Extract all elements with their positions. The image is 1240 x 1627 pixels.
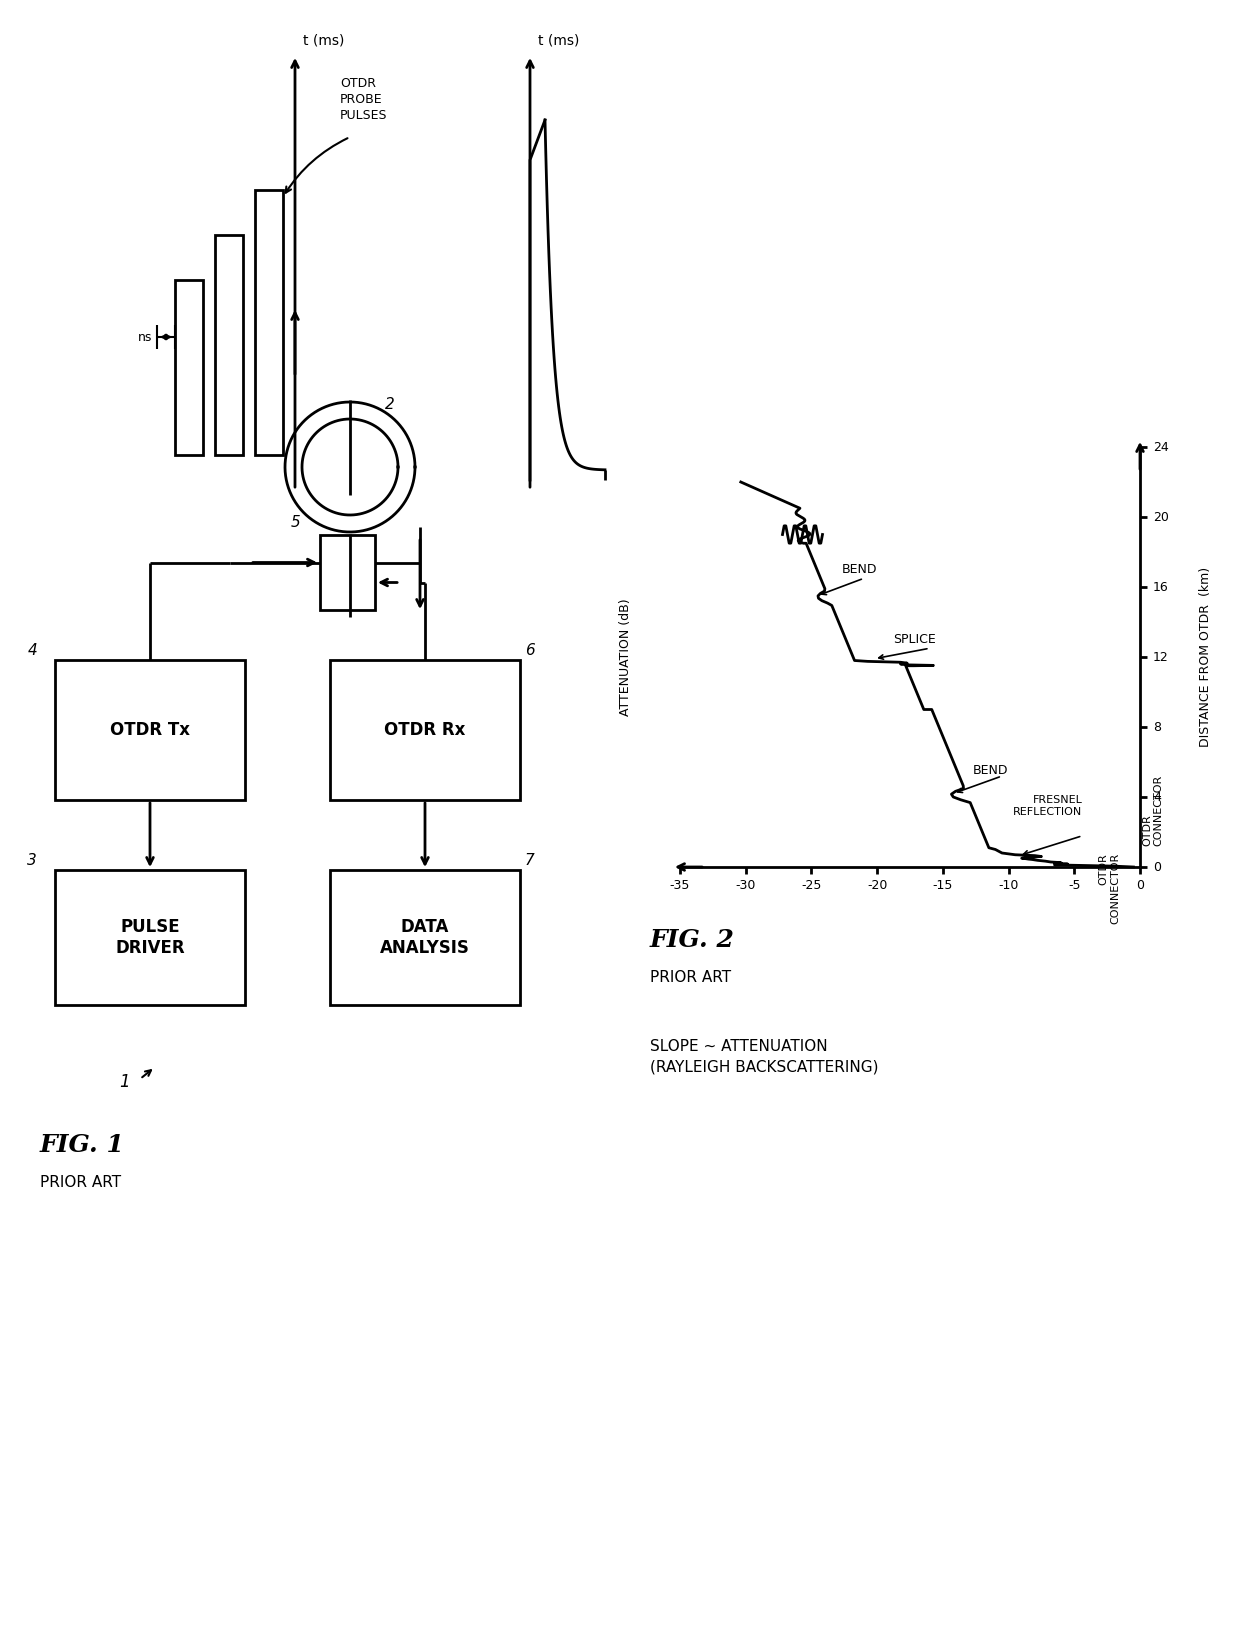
Text: FIG. 2: FIG. 2 [650,927,735,952]
Bar [215,234,243,456]
Bar [330,661,520,800]
Text: FIG. 1: FIG. 1 [40,1132,125,1157]
Text: OTDR Rx: OTDR Rx [384,721,466,739]
Text: 3: 3 [27,853,37,867]
Text: BEND: BEND [842,563,877,576]
Text: ns: ns [138,330,153,343]
Bar [255,190,283,456]
Text: -35: -35 [670,879,691,892]
Text: 20: 20 [1153,511,1169,524]
Text: 2: 2 [384,397,394,412]
Text: SLOPE ~ ATTENUATION
(RAYLEIGH BACKSCATTERING): SLOPE ~ ATTENUATION (RAYLEIGH BACKSCATTE… [650,1040,878,1075]
Text: PULSE
DRIVER: PULSE DRIVER [115,918,185,957]
Text: SPLICE: SPLICE [894,633,936,646]
Text: OTDR Tx: OTDR Tx [110,721,190,739]
Text: 4: 4 [1153,791,1161,804]
Text: -30: -30 [735,879,756,892]
Text: BEND: BEND [973,765,1008,778]
Text: OTDR
CONNECTOR: OTDR CONNECTOR [1099,853,1120,924]
Text: 7: 7 [525,853,534,867]
Text: t (ms): t (ms) [303,33,345,47]
Text: -5: -5 [1068,879,1080,892]
Text: 8: 8 [1153,721,1161,734]
Text: DISTANCE FROM OTDR  (km): DISTANCE FROM OTDR (km) [1199,566,1211,747]
Text: 1: 1 [120,1072,130,1092]
Text: -15: -15 [932,879,954,892]
Text: 0: 0 [1136,879,1145,892]
Text: t (ms): t (ms) [538,33,579,47]
Text: PRIOR ART: PRIOR ART [650,970,732,984]
Text: 12: 12 [1153,651,1169,664]
Text: 5: 5 [290,516,300,530]
Text: -25: -25 [801,879,822,892]
Bar [330,870,520,1005]
Text: -10: -10 [998,879,1019,892]
Bar [55,661,246,800]
Bar [175,280,203,456]
Text: 24: 24 [1153,441,1169,454]
Text: 4: 4 [27,643,37,657]
Bar [320,535,374,610]
Text: OTDR
PROBE
PULSES: OTDR PROBE PULSES [340,76,387,122]
Text: 6: 6 [525,643,534,657]
Text: PRIOR ART: PRIOR ART [40,1175,122,1189]
Text: -20: -20 [867,879,888,892]
Text: FRESNEL
REFLECTION: FRESNEL REFLECTION [1013,796,1083,817]
Text: 0: 0 [1153,861,1161,874]
Text: 16: 16 [1153,581,1169,594]
Text: ATTENUATION (dB): ATTENUATION (dB) [619,599,631,716]
Text: OTDR
CONNECTOR: OTDR CONNECTOR [1142,774,1164,846]
Bar [55,870,246,1005]
Text: DATA
ANALYSIS: DATA ANALYSIS [381,918,470,957]
